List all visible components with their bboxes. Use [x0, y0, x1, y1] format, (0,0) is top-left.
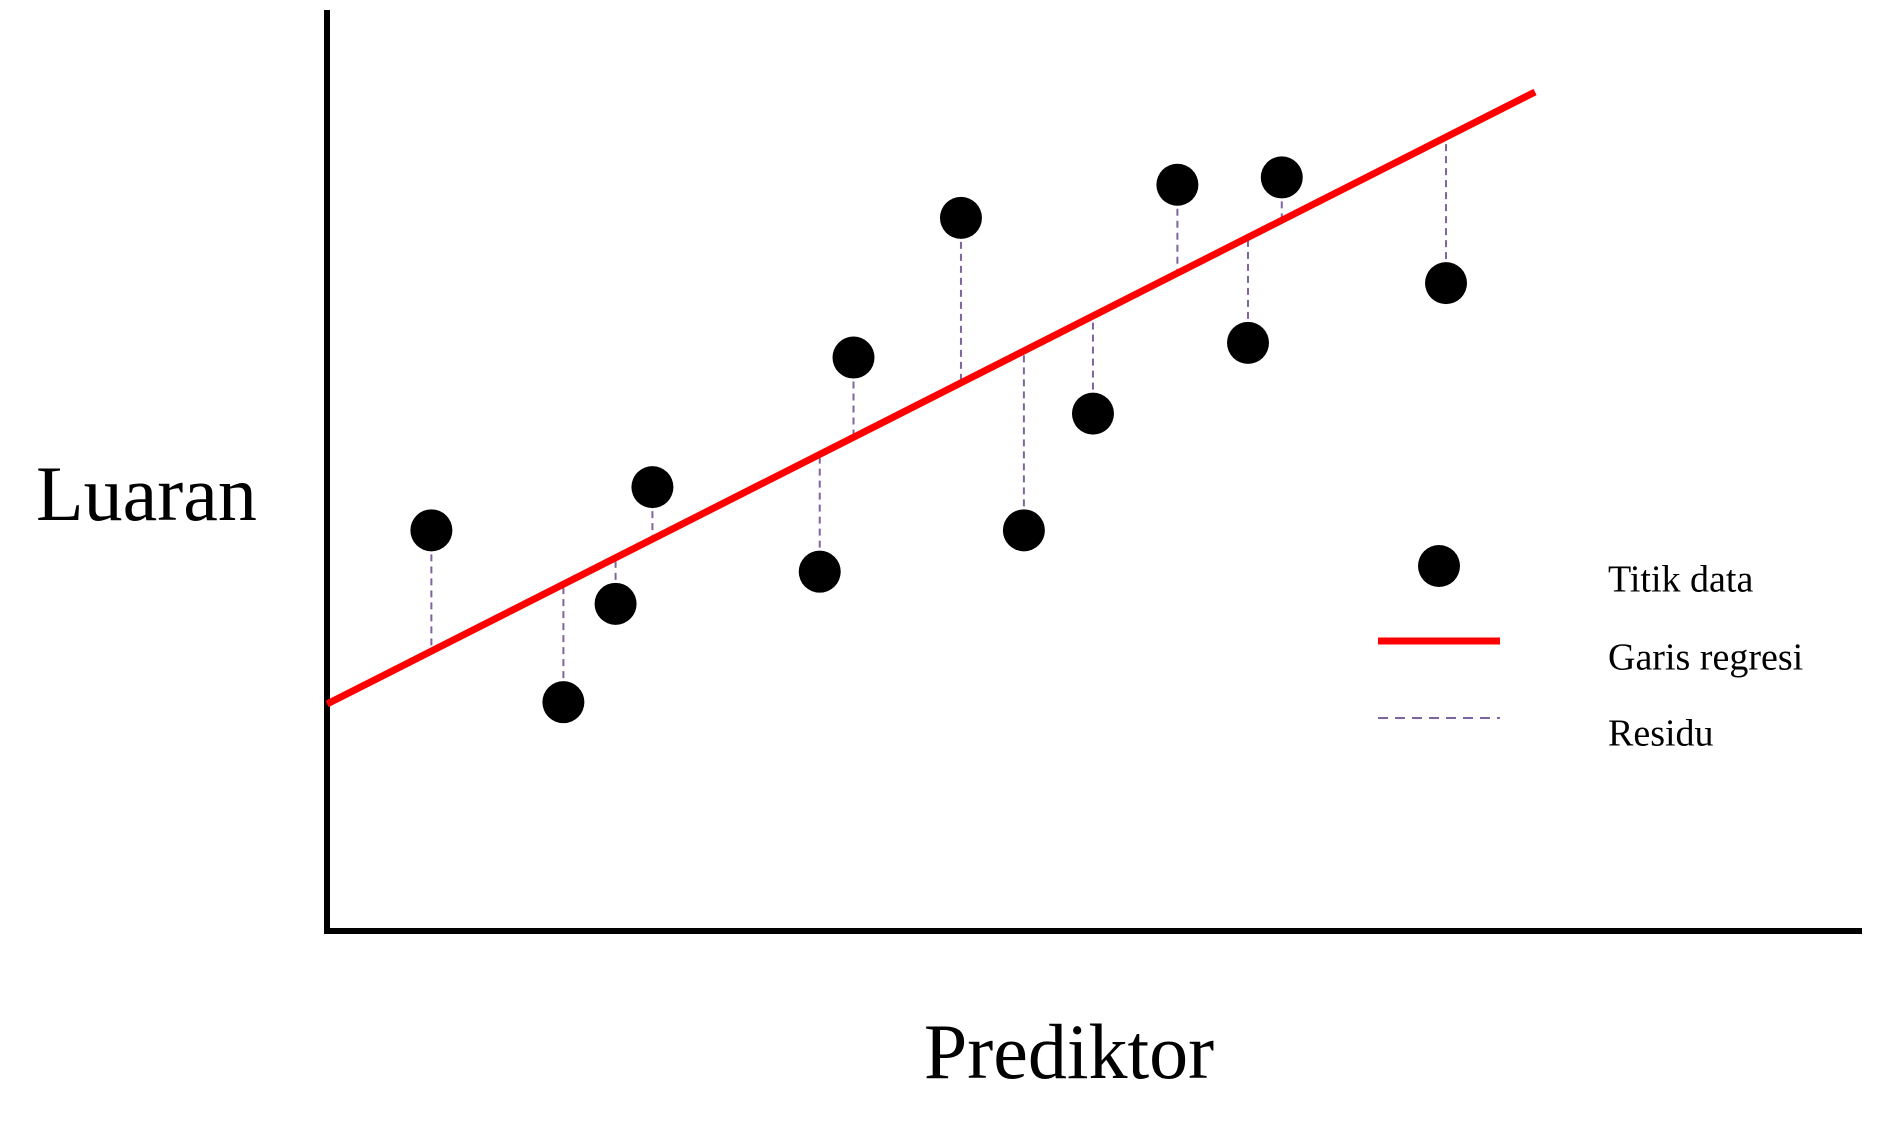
data-point — [1002, 509, 1045, 552]
legend-label: Residu — [1608, 713, 1714, 755]
x-axis-title: Prediktor — [924, 1008, 1214, 1095]
data-point — [1260, 156, 1303, 199]
y-axis-title: Luaran — [36, 450, 257, 537]
legend-label: Garis regresi — [1608, 637, 1803, 679]
data-point — [832, 336, 875, 379]
legend-marker — [1418, 545, 1460, 587]
data-point — [1071, 392, 1114, 435]
data-point — [542, 681, 585, 724]
data-point — [594, 582, 637, 625]
data-point — [939, 196, 982, 239]
data-point — [798, 550, 841, 593]
data-point — [1156, 163, 1199, 206]
data-point — [1227, 321, 1269, 364]
legend-label: Titik data — [1608, 559, 1753, 601]
data-point — [1425, 262, 1468, 305]
regression-line — [325, 88, 1537, 708]
data-point — [631, 466, 674, 509]
data-point — [410, 509, 453, 552]
